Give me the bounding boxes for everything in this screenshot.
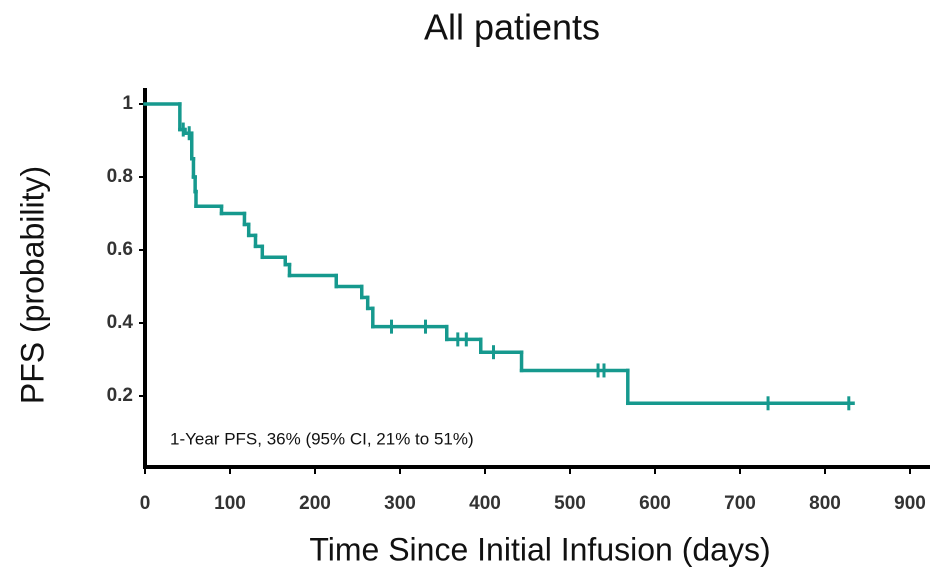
x-tick-label: 500 <box>554 493 586 514</box>
y-tick-label: 0.6 <box>107 239 133 260</box>
chart-title: All patients <box>424 7 600 48</box>
x-tick-label: 900 <box>894 493 926 514</box>
x-tick-label: 800 <box>809 493 841 514</box>
x-axis-label: Time Since Initial Infusion (days) <box>309 531 770 567</box>
x-tick-label: 0 <box>140 493 151 514</box>
x-tick-label: 300 <box>384 493 416 514</box>
x-tick-label: 200 <box>299 493 331 514</box>
y-tick-label: 0.4 <box>107 312 134 333</box>
y-tick-label: 0.8 <box>107 166 133 187</box>
x-tick-label: 400 <box>469 493 501 514</box>
y-axis-label: PFS (probability) <box>14 166 50 404</box>
y-tick-label: 1 <box>122 93 133 114</box>
x-tick-label: 700 <box>724 493 756 514</box>
annotation: 1-Year PFS, 36% (95% CI, 21% to 51%) <box>170 429 474 448</box>
y-tick-label: 0.2 <box>107 385 133 406</box>
x-tick-label: 100 <box>214 493 246 514</box>
x-tick-label: 600 <box>639 493 671 514</box>
